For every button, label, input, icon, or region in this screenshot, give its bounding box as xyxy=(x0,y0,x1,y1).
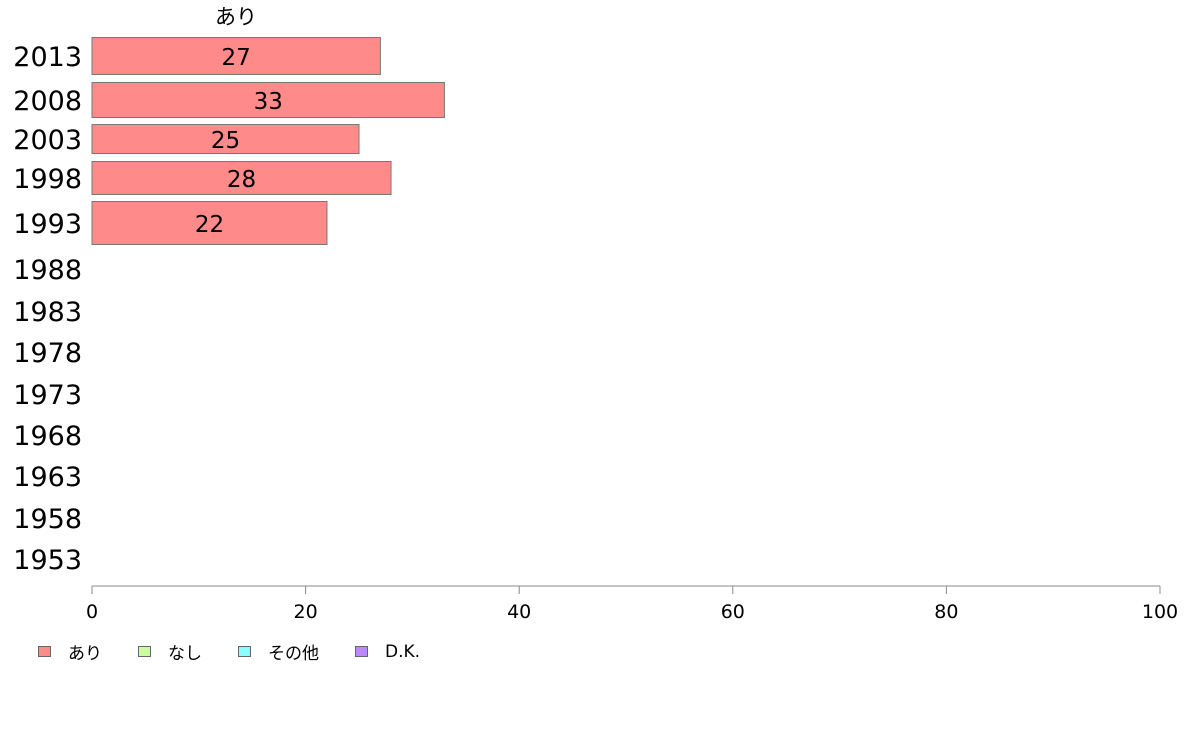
x-tick-label: 100 xyxy=(1142,601,1178,623)
year-label: 1973 xyxy=(13,380,82,411)
x-tick-label: 0 xyxy=(86,601,98,623)
bar-value-label: 27 xyxy=(222,45,251,71)
legend-label: あり xyxy=(68,644,102,664)
year-label: 2013 xyxy=(13,42,82,73)
bar xyxy=(91,201,328,245)
year-label: 1993 xyxy=(13,209,82,240)
year-label: 1963 xyxy=(13,462,82,493)
bar xyxy=(91,37,381,75)
bar-value-label: 33 xyxy=(254,89,283,115)
year-label: 1998 xyxy=(13,164,82,195)
legend-label: その他 xyxy=(268,644,319,664)
x-tick-label: 40 xyxy=(507,601,531,623)
legend-item: D.K. xyxy=(355,642,456,662)
year-label: 1958 xyxy=(13,504,82,535)
bar-value-label: 25 xyxy=(211,128,240,154)
legend-swatch xyxy=(38,646,51,657)
legend-label: D.K. xyxy=(385,641,421,662)
legend-item: なし xyxy=(138,639,238,664)
x-tick-label: 80 xyxy=(934,601,958,623)
year-label: 1968 xyxy=(13,421,82,452)
series-title: あり xyxy=(215,5,257,29)
legend-swatch xyxy=(355,646,368,657)
bar xyxy=(91,124,360,154)
year-label: 1988 xyxy=(13,255,82,286)
legend-label: なし xyxy=(168,644,202,664)
year-label: 1953 xyxy=(13,545,82,576)
legend-swatch xyxy=(238,646,251,657)
legend-item: その他 xyxy=(238,639,355,664)
bar xyxy=(91,161,392,195)
legend-item: あり xyxy=(38,639,138,664)
year-label: 1978 xyxy=(13,338,82,369)
legend: あり なし その他 D.K. xyxy=(38,639,456,664)
year-label: 2008 xyxy=(13,86,82,117)
bar-value-label: 28 xyxy=(227,167,256,193)
year-label: 1983 xyxy=(13,297,82,328)
x-tick-label: 20 xyxy=(294,601,318,623)
x-tick-label: 60 xyxy=(721,601,745,623)
legend-swatch xyxy=(138,646,151,657)
bar xyxy=(91,82,445,118)
bar-value-label: 22 xyxy=(195,212,224,238)
year-label: 2003 xyxy=(13,125,82,156)
x-axis: 0 20 40 60 80 100 xyxy=(86,585,1178,623)
year-labels: 2013 2008 2003 1998 1993 1988 1983 1978 1973 1968… xyxy=(13,42,82,576)
